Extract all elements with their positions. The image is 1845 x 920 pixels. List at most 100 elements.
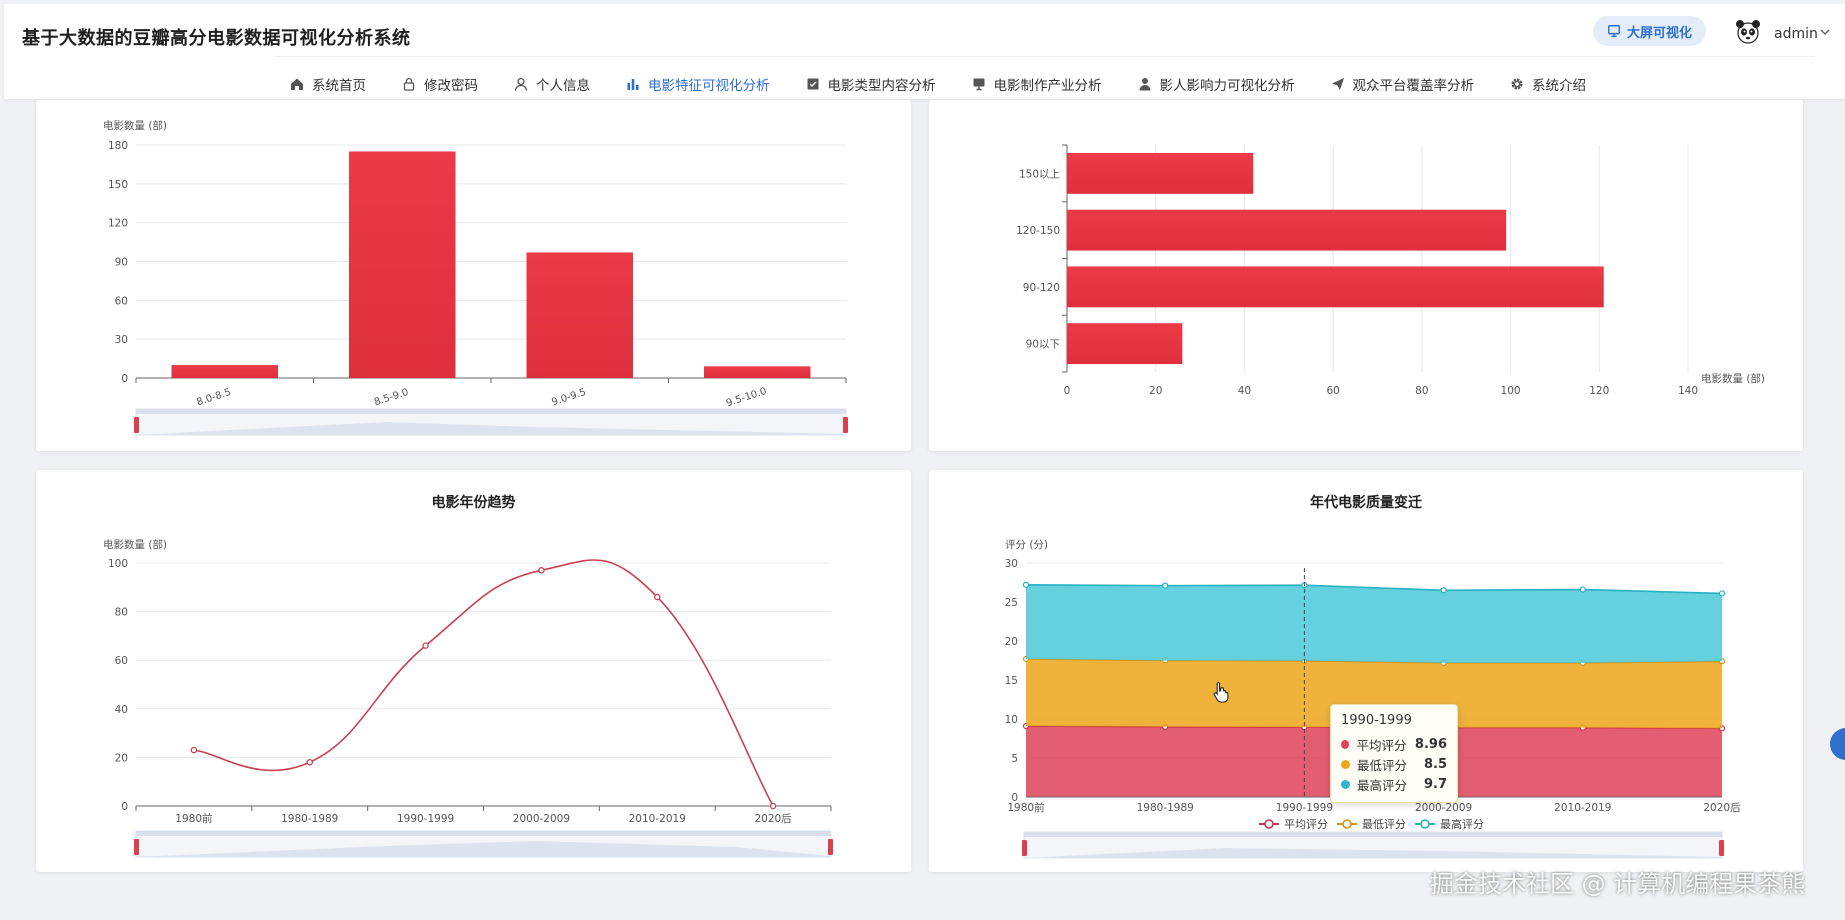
x-tick-label: 9.0-9.5 <box>550 387 587 408</box>
x-tick-label: 2020后 <box>754 813 791 825</box>
series-area <box>1026 658 1722 729</box>
rating-distribution-panel: 电影数量 (部) 0 30 60 90 120 150 180 8.0-8.5 8.5-9.0 9.… <box>36 100 911 451</box>
y-axis-label: 电影数量 (部) <box>103 538 167 551</box>
avatar[interactable] <box>1734 18 1762 46</box>
x-tick-label: 9.5-10.0 <box>725 386 768 409</box>
y-tick-label: 150 <box>108 179 128 191</box>
nav-item-home[interactable]: 系统首页 <box>272 68 384 100</box>
y-tick-label: 120 <box>108 218 128 230</box>
bar <box>526 252 633 378</box>
person-icon <box>1139 78 1150 91</box>
data-point <box>190 746 198 754</box>
user-name[interactable]: admin <box>1774 26 1818 42</box>
home-icon <box>291 78 303 90</box>
nav-item-genre-analysis[interactable]: 电影类型内容分析 <box>788 68 954 100</box>
y-tick-label: 0 <box>1011 792 1018 804</box>
app-title: 基于大数据的豆瓣高分电影数据可视化分析系统 <box>22 28 411 49</box>
nav-item-profile[interactable]: 个人信息 <box>496 68 608 100</box>
bar <box>349 151 456 378</box>
x-tick-label: 0 <box>1064 385 1071 397</box>
y-tick-label: 90-120 <box>1023 282 1060 294</box>
nav-item-label: 系统介绍 <box>1532 78 1586 94</box>
data-point <box>1579 586 1586 593</box>
tooltip-row: 最低评分 8.5 <box>1341 754 1447 774</box>
y-tick-label: 100 <box>108 558 128 570</box>
y-tick-label: 5 <box>1011 753 1018 765</box>
legend-marker <box>1342 819 1352 829</box>
x-tick-label: 2000-2009 <box>513 813 570 825</box>
series-dot <box>1341 779 1350 789</box>
nav-item-password[interactable]: 修改密码 <box>384 68 496 100</box>
bar <box>704 366 811 378</box>
x-tick-label: 1990-1999 <box>1276 802 1333 814</box>
nav-item-movie-features[interactable]: 电影特征可视化分析 <box>608 68 788 104</box>
tooltip-series-value: 8.5 <box>1423 756 1447 772</box>
x-tick-label: 1980-1989 <box>1137 802 1194 814</box>
zoom-slider-preview <box>1024 848 1722 858</box>
monitor-icon <box>1608 25 1620 37</box>
y-tick-label: 0 <box>121 801 128 813</box>
series-dot <box>1341 739 1350 749</box>
tooltip-row: 平均评分 8.96 <box>1341 734 1447 754</box>
chart-tooltip: 1990-1999 平均评分 8.96 最低评分 8.5 最高评分 9.7 <box>1330 704 1458 803</box>
x-tick-label: 2010-2019 <box>629 813 686 825</box>
y-axis-label: 电影数量 (部) <box>103 119 167 132</box>
year-trend-panel: 电影年份趋势 电影数量 (部) 0 20 40 60 80 100 1980前 1980-198… <box>36 470 911 872</box>
duration-distribution-panel: 0 20 40 60 80 100 120 140 电影数量 (部) 90以下 90-120 120-… <box>929 100 1803 451</box>
series-line <box>1025 658 1723 664</box>
y-tick-label: 30 <box>1005 558 1018 570</box>
y-tick-label: 25 <box>1005 597 1018 609</box>
y-tick-label: 20 <box>1005 636 1018 648</box>
x-tick-label: 1990-1999 <box>397 813 454 825</box>
nav-item-platform-coverage[interactable]: 观众平台覆盖率分析 <box>1313 68 1493 100</box>
nav-item-label: 观众平台覆盖率分析 <box>1352 78 1475 94</box>
zoom-slider-handle-right <box>1719 840 1724 856</box>
x-tick-label: 1980-1989 <box>281 813 338 825</box>
zoom-slider-bar <box>1024 832 1722 837</box>
legend-label: 平均评分 <box>1284 818 1328 831</box>
data-point <box>769 802 777 810</box>
nav-item-label: 电影特征可视化分析 <box>648 78 770 94</box>
tooltip-series-value: 9.7 <box>1423 776 1447 792</box>
data-point <box>1022 581 1030 588</box>
chevron-down-icon[interactable] <box>1819 26 1831 38</box>
gear-icon <box>1511 78 1523 90</box>
data-point <box>1718 590 1726 597</box>
bar <box>1067 323 1183 365</box>
x-tick-label: 2010-2019 <box>1554 802 1611 814</box>
rating-distribution-chart: 电影数量 (部) 0 30 60 90 120 150 180 8.0-8.5 8.5-9.0 9.… <box>103 119 848 436</box>
tooltip-series-value: 8.96 <box>1414 736 1447 752</box>
top-bar: 基于大数据的豆瓣高分电影数据可视化分析系统 大屏可视化 admin 系统首页 修… <box>4 4 1845 104</box>
y-tick-label: 30 <box>115 334 128 346</box>
zoom-slider-handle-right <box>843 417 848 433</box>
y-tick-label: 60 <box>115 295 128 307</box>
decade-quality-panel: 年代电影质量变迁 评分 (分) 0 5 10 15 20 25 30 1980前 1980-198… <box>929 470 1803 872</box>
y-tick-label: 120-150 <box>1016 225 1060 237</box>
data-point <box>538 567 545 574</box>
bigscreen-button[interactable]: 大屏可视化 <box>1593 16 1707 46</box>
main-nav: 系统首页 修改密码 个人信息 电影特征可视化分析 电影类型内容分析 电影制作产业… <box>272 68 1604 104</box>
x-tick-label: 20 <box>1149 385 1162 397</box>
y-tick-label: 10 <box>1005 714 1018 726</box>
y-tick-label: 60 <box>115 655 128 667</box>
bar <box>171 365 278 378</box>
pointer-cursor-icon <box>1213 681 1229 703</box>
year-trend-chart: 电影数量 (部) 0 20 40 60 80 100 1980前 1980-1989 1990-1… <box>103 538 833 858</box>
data-point <box>1440 587 1447 594</box>
x-tick-label: 2020后 <box>1703 802 1740 814</box>
zoom-slider-bar <box>136 409 846 414</box>
bar-chart-icon <box>627 79 639 90</box>
data-point <box>654 593 661 601</box>
side-drawer-handle[interactable] <box>1830 728 1845 760</box>
tooltip-series-name: 最低评分 <box>1357 757 1408 773</box>
nav-item-people-influence[interactable]: 影人影响力可视化分析 <box>1120 68 1313 100</box>
y-tick-label: 20 <box>115 752 128 764</box>
series-line <box>1025 584 1723 595</box>
x-tick-label: 80 <box>1415 385 1428 397</box>
y-tick-label: 90以下 <box>1026 339 1060 351</box>
nav-item-about[interactable]: 系统介绍 <box>1492 68 1604 100</box>
nav-item-production-analysis[interactable]: 电影制作产业分析 <box>954 68 1120 100</box>
nav-item-label: 系统首页 <box>312 78 366 94</box>
bar <box>1067 209 1507 251</box>
